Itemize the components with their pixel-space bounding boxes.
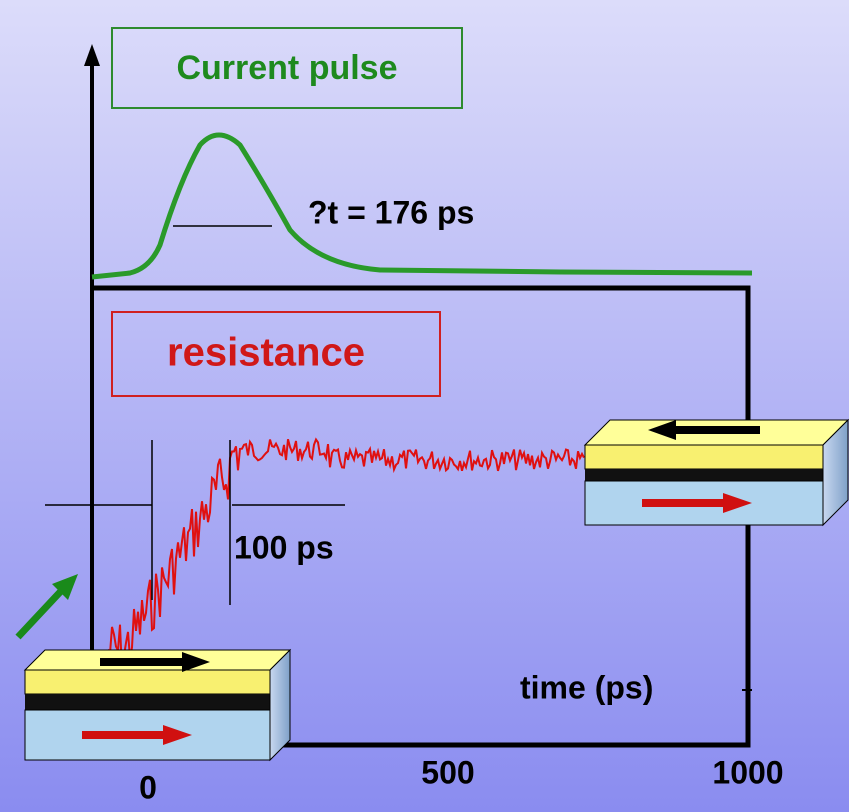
resistance-box — [111, 311, 441, 397]
x-axis-label: time (ps) — [520, 669, 653, 705]
rise-time: 100 ps — [234, 529, 334, 565]
arrow-head — [52, 574, 78, 600]
axis-arrow — [84, 44, 100, 66]
pulse-label: Current pulse — [176, 49, 397, 87]
x-tick-label: 1000 — [712, 754, 783, 790]
resistance-label: resistance — [167, 331, 365, 375]
arrow — [15, 587, 65, 640]
device-parallel — [23, 648, 292, 762]
x-tick-label: 0 — [139, 769, 157, 805]
resistance-curve — [107, 437, 585, 673]
pulse-box — [111, 27, 463, 109]
x-tick-label: 500 — [421, 754, 474, 790]
pulse-width: ?t = 176 ps — [308, 194, 474, 230]
device-antiparallel — [583, 418, 849, 527]
pulse-curve — [91, 132, 753, 280]
